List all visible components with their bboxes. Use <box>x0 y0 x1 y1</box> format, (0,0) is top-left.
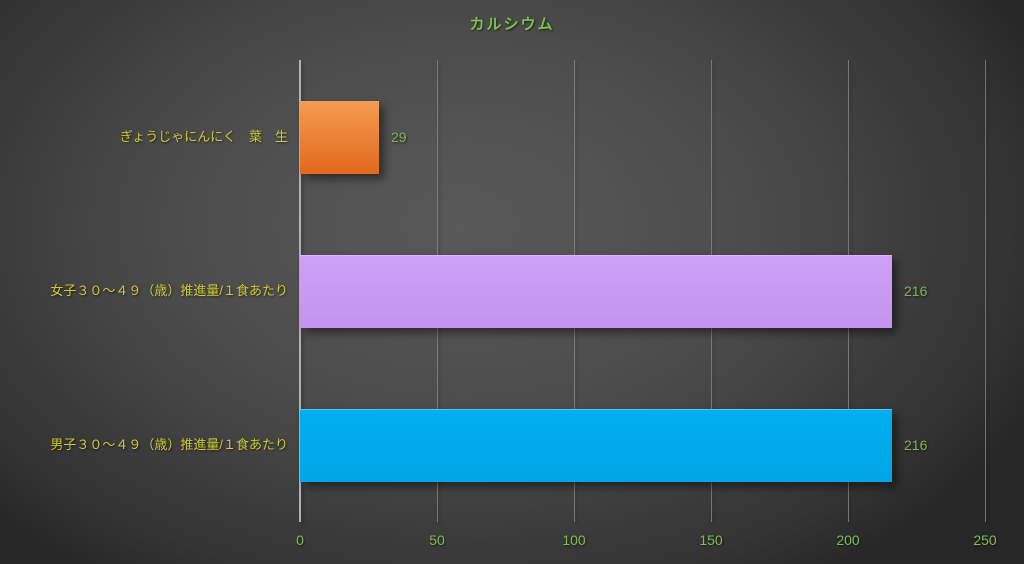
category-label: ぎょうじゃにんにく 葉 生 <box>119 129 288 144</box>
category-axis-labels: ぎょうじゃにんにく 葉 生女子３０～４９（歳）推進量/１食あたり 男子３０～４９（… <box>0 60 288 522</box>
x-tick-label: 150 <box>699 532 723 548</box>
category-label: 女子３０～４９（歳）推進量/１食あたり <box>50 283 288 298</box>
gridline <box>985 60 986 522</box>
data-label: 216 <box>904 283 928 299</box>
bar-0 <box>300 101 379 174</box>
chart-title: カルシウム <box>469 16 555 33</box>
x-tick-label: 0 <box>296 532 304 548</box>
plot-area: 29 216 216 <box>299 60 986 522</box>
data-label: 29 <box>391 129 407 145</box>
x-tick-label: 100 <box>562 532 586 548</box>
x-tick-label: 250 <box>973 532 997 548</box>
x-tick-label: 200 <box>836 532 860 548</box>
bar-2 <box>300 409 892 482</box>
data-label: 216 <box>904 437 928 453</box>
x-axis-tick-labels: 0 50 100 150 200 250 <box>296 532 997 554</box>
x-tick-label: 50 <box>429 532 445 548</box>
bar-1 <box>300 255 892 328</box>
category-label: 男子３０～４９（歳）推進量/１食あたり <box>50 437 288 452</box>
